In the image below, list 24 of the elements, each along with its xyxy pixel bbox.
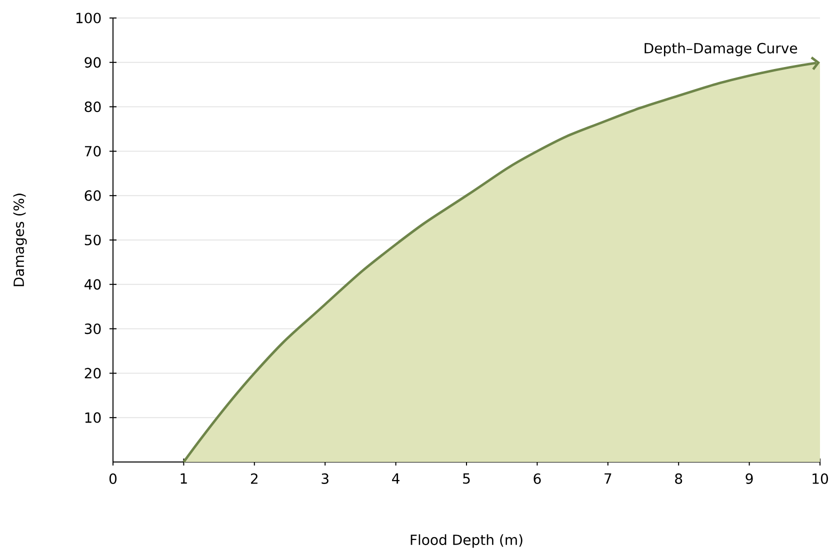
y-tick-label: 50 — [84, 234, 101, 246]
y-tick-label: 100 — [76, 12, 101, 24]
y-tick-label: 70 — [84, 146, 101, 156]
y-axis-title: Damages (%) — [13, 194, 27, 286]
y-tick-label: 30 — [84, 324, 101, 334]
y-tick-label: 40 — [84, 279, 101, 290]
y-tick-label: 20 — [84, 368, 101, 378]
y-tick-label: 80 — [84, 102, 101, 112]
y-tick-label: 60 — [84, 190, 101, 201]
x-tick-label: 4 — [392, 473, 400, 484]
x-tick-label: 3 — [322, 473, 328, 484]
annotation: Depth–Damage Curve — [644, 42, 798, 56]
x-axis-title: Flood Depth (m) — [410, 534, 522, 548]
x-tick-label: 1 — [180, 473, 187, 484]
x-tick-label: 6 — [534, 473, 541, 484]
x-tick-label: 2 — [250, 473, 258, 484]
x-tick-label: 7 — [604, 473, 612, 484]
x-tick-label: 5 — [463, 473, 470, 484]
y-tick-label: 10 — [85, 412, 101, 423]
x-tick-label: 10 — [812, 473, 828, 484]
y-tick-label: 90 — [84, 57, 101, 68]
x-tick-label: 8 — [675, 473, 682, 484]
x-tick-label: 0 — [109, 473, 117, 484]
x-tick-label: 9 — [746, 473, 753, 484]
